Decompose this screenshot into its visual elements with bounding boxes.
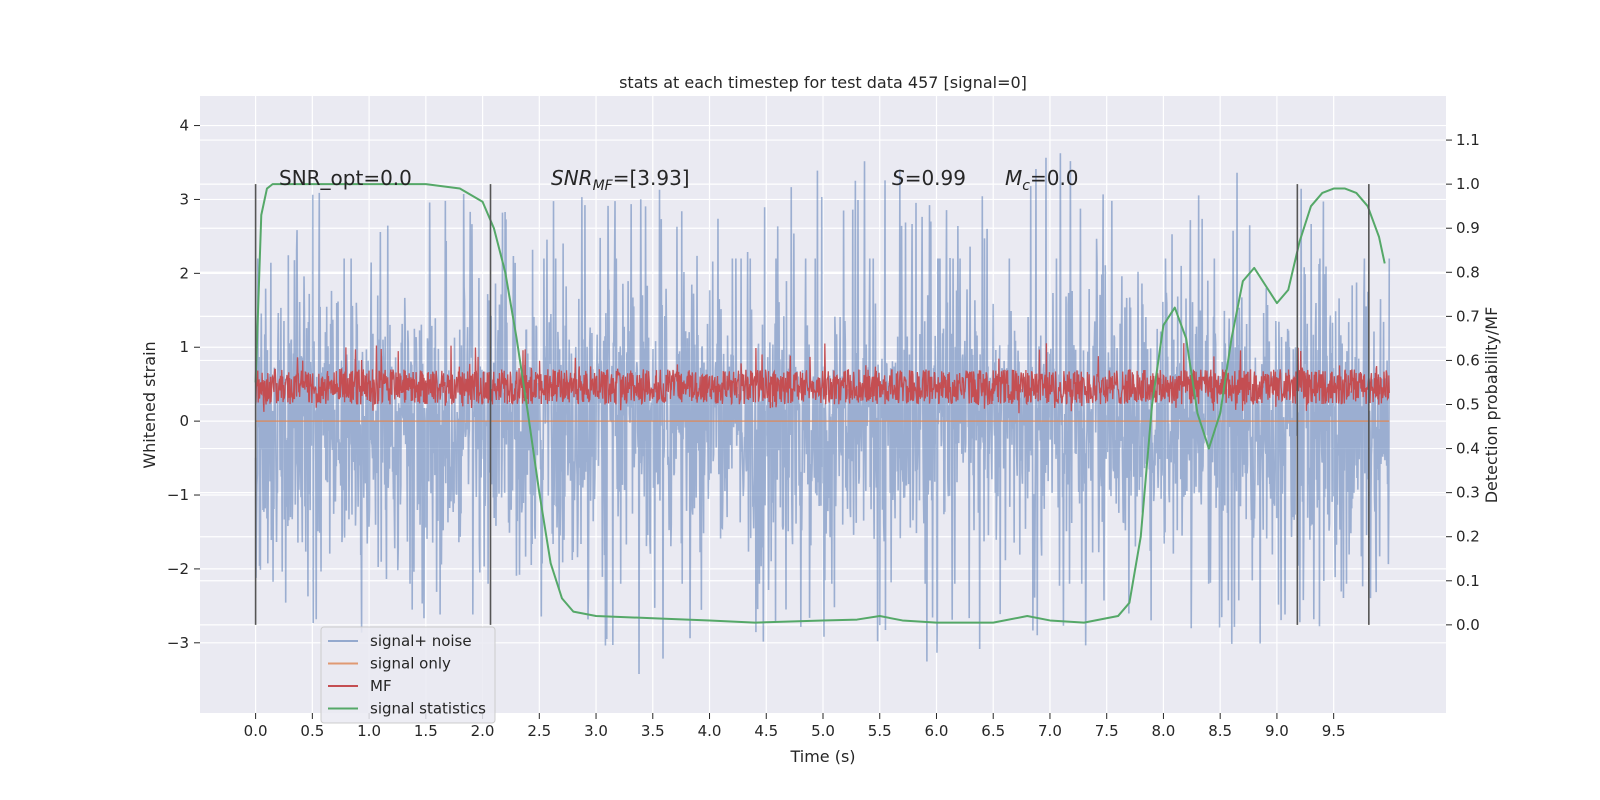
annotation-s: S=0.99 <box>892 166 966 190</box>
y-right-tick-label: 0.0 <box>1456 616 1480 634</box>
y-right-tick-label: 0.6 <box>1456 351 1480 369</box>
annotation-snr-mf: SNRMF=[3.93] <box>551 166 690 194</box>
x-tick-label: 3.5 <box>641 722 665 740</box>
y-left-tick-label: 2 <box>179 264 189 282</box>
y-right-tick-label: 0.7 <box>1456 307 1480 325</box>
y-left-tick-label: 3 <box>179 190 189 208</box>
legend-label: signal only <box>370 655 451 673</box>
y-left-axis-label: Whitened strain <box>140 341 159 468</box>
x-tick-label: 1.5 <box>414 722 438 740</box>
x-tick-label: 4.0 <box>698 722 722 740</box>
x-tick-label: 9.0 <box>1265 722 1289 740</box>
y-right-tick-label: 0.4 <box>1456 440 1480 458</box>
x-tick-label: 2.0 <box>471 722 495 740</box>
x-tick-label: 3.0 <box>584 722 608 740</box>
y-left-tick-label: −3 <box>167 634 189 652</box>
annotation-mc-value: =0.0 <box>1030 166 1079 190</box>
y-left-tick-label: 1 <box>179 338 189 356</box>
y-right-tick-label: 0.1 <box>1456 572 1480 590</box>
x-tick-label: 1.0 <box>357 722 381 740</box>
y-right-tick-label: 0.9 <box>1456 219 1480 237</box>
x-tick-label: 8.5 <box>1208 722 1232 740</box>
y-right-tick-label: 0.5 <box>1456 396 1480 414</box>
legend-label: MF <box>370 677 392 695</box>
y-right-tick-label: 1.0 <box>1456 175 1480 193</box>
annotation-snr-mf-value: =[3.93] <box>613 166 690 190</box>
y-right-tick-label: 0.2 <box>1456 528 1480 546</box>
x-tick-label: 0.5 <box>300 722 324 740</box>
y-left-tick-label: −2 <box>167 560 189 578</box>
y-right-axis-label: Detection probability/MF <box>1482 307 1501 504</box>
y-left-axis-ticks: −3 −2 −1 0 1 2 3 4 <box>167 117 200 652</box>
y-right-tick-label: 0.8 <box>1456 263 1480 281</box>
legend: signal+ noise signal only MF signal statist… <box>321 627 495 723</box>
chart-title: stats at each timestep for test data 457… <box>619 73 1027 92</box>
x-tick-label: 6.5 <box>981 722 1005 740</box>
x-tick-label: 7.5 <box>1095 722 1119 740</box>
x-tick-label: 5.5 <box>868 722 892 740</box>
y-left-tick-label: 0 <box>179 412 189 430</box>
annotation-s-value: =0.99 <box>905 166 966 190</box>
y-right-tick-label: 0.3 <box>1456 484 1480 502</box>
x-tick-label: 5.0 <box>811 722 835 740</box>
legend-label: signal+ noise <box>370 632 472 650</box>
x-tick-label: 4.5 <box>754 722 778 740</box>
legend-label: signal statistics <box>370 700 486 718</box>
annotation-mc: Mc=0.0 <box>1005 166 1079 194</box>
annotation-snr-mf-subscript: MF <box>593 178 614 194</box>
x-tick-label: 9.5 <box>1322 722 1346 740</box>
annotation-snr-opt: SNR_opt=0.0 <box>279 166 412 190</box>
x-tick-label: 7.0 <box>1038 722 1062 740</box>
annotation-s-symbol: S <box>892 166 905 190</box>
x-tick-label: 2.5 <box>527 722 551 740</box>
x-axis-label: Time (s) <box>789 747 855 766</box>
y-right-tick-label: 1.1 <box>1456 131 1480 149</box>
x-tick-label: 0.0 <box>244 722 268 740</box>
y-right-axis-ticks: 0.0 0.1 0.2 0.3 0.4 0.5 0.6 0.7 0.8 0.9 1.0 1.1 <box>1446 131 1480 634</box>
x-tick-label: 6.0 <box>925 722 949 740</box>
y-left-tick-label: −1 <box>167 486 189 504</box>
annotation-snr-mf-symbol: SNR <box>551 166 593 190</box>
y-left-tick-label: 4 <box>179 117 189 135</box>
annotation-mc-symbol: M <box>1005 166 1022 190</box>
x-tick-label: 8.0 <box>1152 722 1176 740</box>
